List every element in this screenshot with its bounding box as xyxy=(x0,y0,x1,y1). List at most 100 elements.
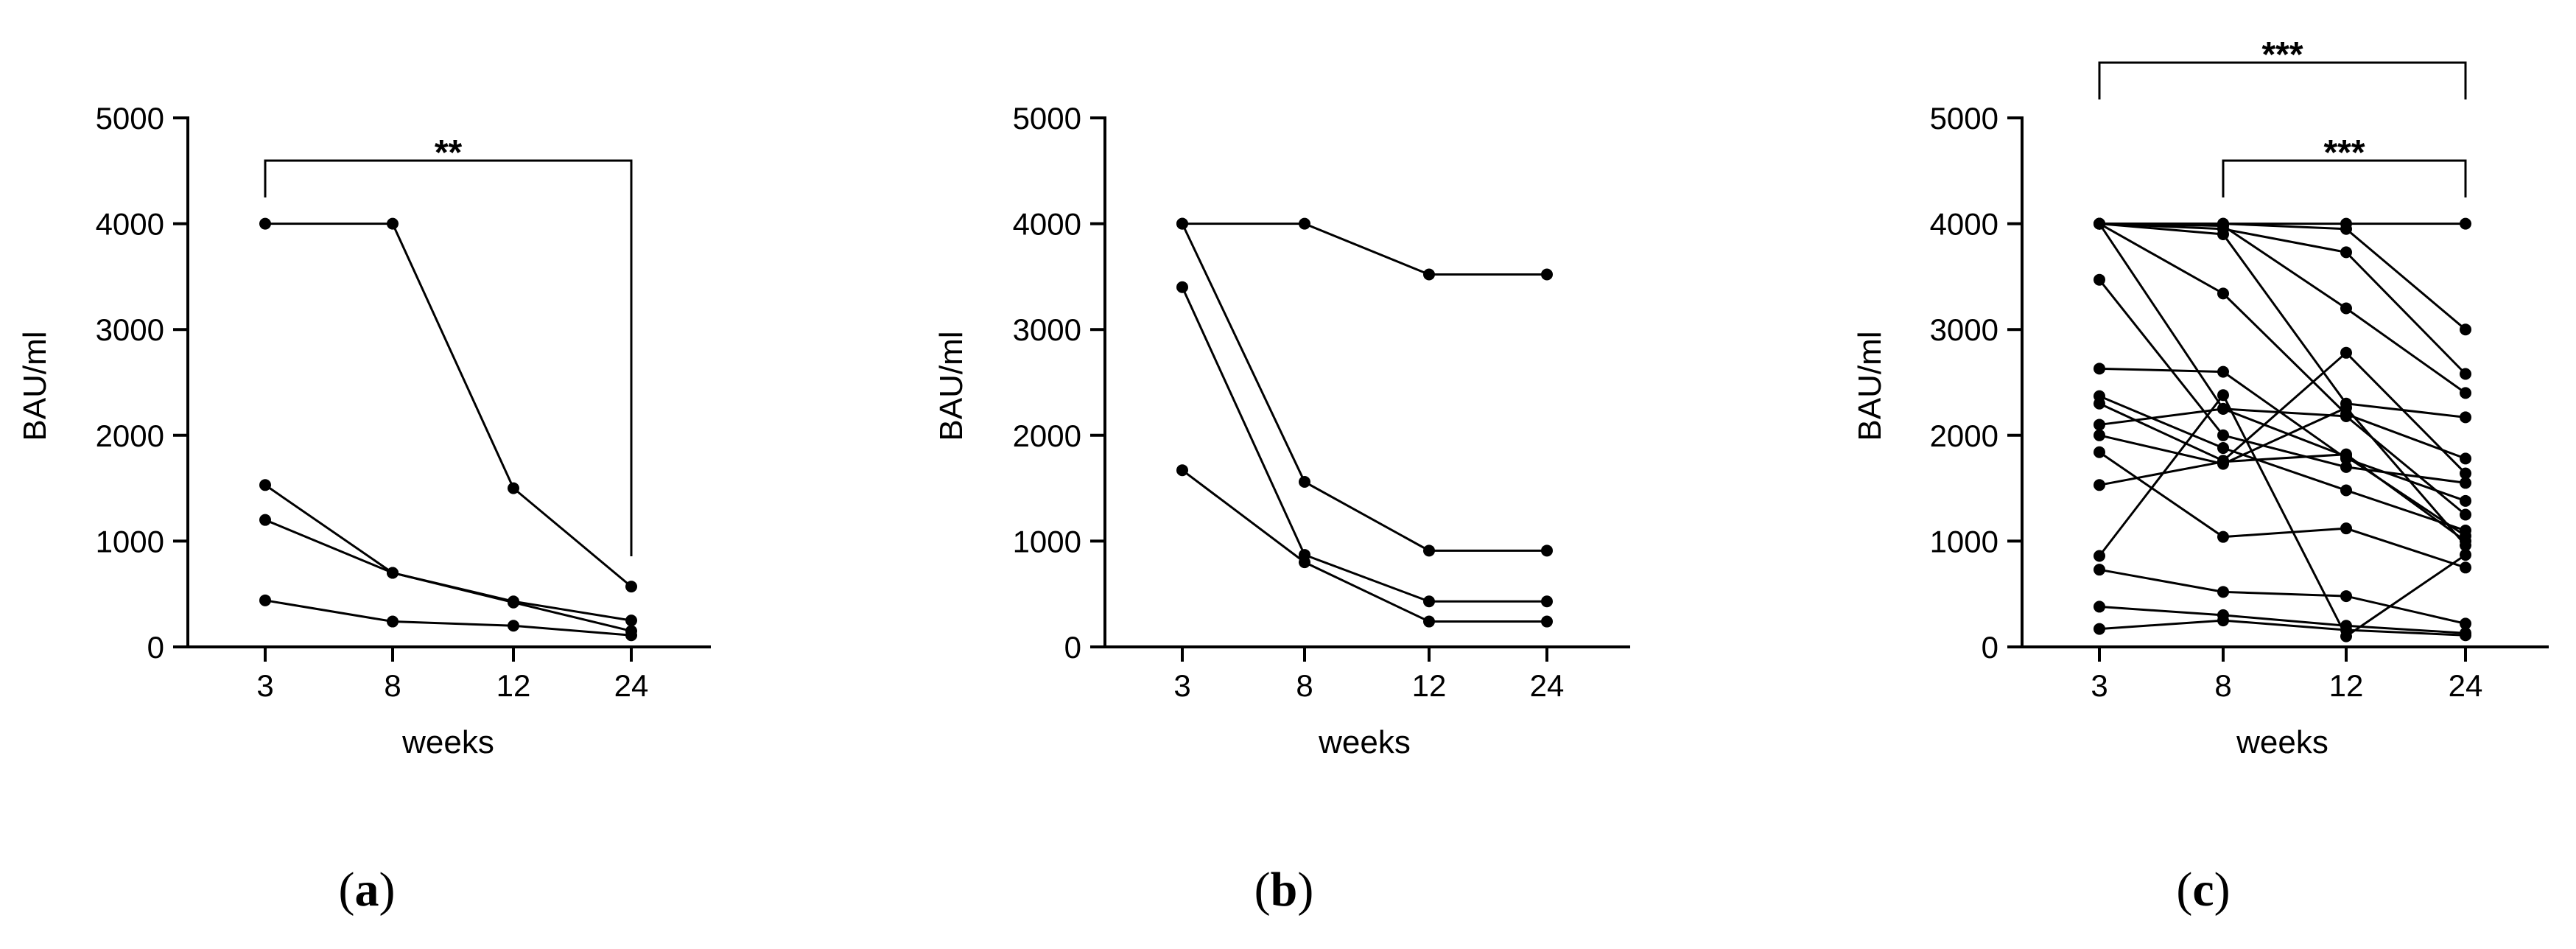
data-point xyxy=(1299,556,1310,569)
data-point xyxy=(1541,544,1553,557)
data-point xyxy=(2460,467,2471,480)
x-axis-title: weeks xyxy=(1318,724,1411,760)
data-point xyxy=(259,479,271,491)
data-point xyxy=(2217,220,2229,232)
y-tick-label: 4000 xyxy=(1013,207,1081,242)
data-point xyxy=(2460,477,2471,489)
data-point xyxy=(2094,564,2105,576)
data-point xyxy=(1176,217,1188,230)
series-line xyxy=(264,599,632,637)
significance-label: *** xyxy=(2261,35,2303,74)
x-tick-label: 8 xyxy=(2214,668,2231,703)
y-tick-label: 0 xyxy=(1982,630,1998,665)
x-tick-label: 3 xyxy=(256,668,273,703)
data-point xyxy=(2094,419,2105,431)
panel-a-label: (a) xyxy=(338,863,396,917)
data-point xyxy=(2460,411,2471,424)
data-point xyxy=(2217,402,2229,415)
data-point xyxy=(2460,629,2471,642)
y-axis-title: BAU/ml xyxy=(933,331,969,441)
x-tick-label: 8 xyxy=(384,668,401,703)
series-line xyxy=(2099,223,2467,375)
data-point xyxy=(2094,550,2105,562)
y-tick-label: 1000 xyxy=(1013,524,1081,558)
data-point xyxy=(2340,461,2352,473)
data-point xyxy=(2460,217,2471,230)
y-tick-label: 2000 xyxy=(1930,419,1998,453)
panel-c-letter: c xyxy=(2192,863,2214,917)
data-point xyxy=(1423,595,1435,608)
series-line xyxy=(2099,453,2466,542)
data-point xyxy=(1541,268,1553,281)
y-tick-label: 0 xyxy=(1064,630,1081,665)
data-point xyxy=(1299,217,1310,230)
data-point xyxy=(387,217,399,230)
data-point xyxy=(2094,446,2105,458)
significance-bracket xyxy=(2222,159,2467,197)
series-line xyxy=(2099,223,2466,394)
data-point xyxy=(2094,429,2105,441)
data-point xyxy=(625,629,637,642)
series-line xyxy=(1181,287,1547,603)
data-point xyxy=(2094,600,2105,613)
y-tick-label: 5000 xyxy=(96,101,164,136)
y-tick-label: 2000 xyxy=(96,419,164,453)
x-tick-label: 24 xyxy=(1530,668,1565,703)
data-point xyxy=(2460,561,2471,574)
series-line xyxy=(2099,407,2466,516)
data-point xyxy=(259,594,271,606)
data-point xyxy=(2217,586,2229,598)
y-tick-label: 3000 xyxy=(96,312,164,347)
series-line xyxy=(264,519,632,632)
data-point xyxy=(2460,323,2471,336)
data-point xyxy=(2340,223,2352,235)
significance-label: ** xyxy=(435,133,463,172)
data-point xyxy=(2094,623,2105,635)
series-line xyxy=(2099,568,2466,625)
series-line xyxy=(2098,279,2466,484)
series-line xyxy=(2099,406,2467,547)
series-line xyxy=(265,223,632,588)
series-line xyxy=(264,484,632,622)
x-tick-label: 12 xyxy=(1412,668,1447,703)
y-tick-label: 3000 xyxy=(1930,312,1998,347)
y-tick-label: 0 xyxy=(147,630,164,665)
series-line xyxy=(2099,223,2466,419)
panel-a: 0 1000 2000 3000 4000 5000 3 8 12 24 weeks BAU/ml ** xyxy=(17,101,711,760)
data-point xyxy=(1541,615,1553,628)
data-point xyxy=(625,614,637,627)
data-point xyxy=(508,482,519,494)
data-point xyxy=(2340,484,2352,497)
data-point xyxy=(2094,273,2105,286)
data-point xyxy=(2217,455,2229,468)
series-line xyxy=(2099,351,2467,474)
data-point xyxy=(2094,363,2105,375)
x-tick-label: 8 xyxy=(1296,668,1313,703)
significance-label: *** xyxy=(2323,133,2365,172)
y-tick-label: 4000 xyxy=(96,207,164,242)
data-point xyxy=(387,567,399,579)
data-point xyxy=(1541,595,1553,608)
x-tick-label: 12 xyxy=(496,668,531,703)
data-point xyxy=(1423,268,1435,281)
x-axis-title: weeks xyxy=(401,724,494,760)
data-point xyxy=(2340,246,2352,259)
data-point xyxy=(2217,287,2229,300)
data-point xyxy=(259,217,271,230)
series-line xyxy=(1182,469,1547,623)
y-tick-label: 3000 xyxy=(1013,312,1081,347)
data-point xyxy=(2340,346,2352,359)
data-point xyxy=(625,581,637,593)
series-line xyxy=(2098,223,2466,537)
series-line xyxy=(2099,395,2466,532)
panel-b-label: (b) xyxy=(1254,863,1314,917)
data-point xyxy=(2094,479,2105,491)
y-axis-title: BAU/ml xyxy=(17,331,53,441)
data-point xyxy=(2217,614,2229,627)
data-point xyxy=(2460,525,2471,537)
panel-c: 0 1000 2000 3000 4000 5000 3 8 12 24 weeks BAU/ml **… xyxy=(1852,35,2549,760)
data-point xyxy=(2217,442,2229,455)
data-point xyxy=(2217,429,2229,441)
data-point xyxy=(2217,389,2229,402)
